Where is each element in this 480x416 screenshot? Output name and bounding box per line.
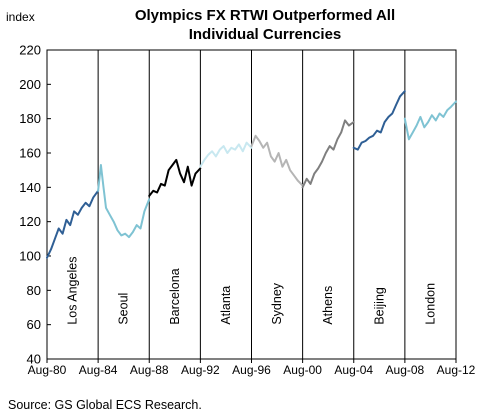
x-axis: Aug-80 Aug-84 Aug-88 Aug-92 Aug-96 Aug-00 Aug-…: [28, 359, 476, 377]
series-line: [97, 164, 151, 239]
y-tick-label: 100: [19, 249, 41, 264]
x-tick-label: Aug-92: [181, 363, 220, 377]
y-tick-label: 160: [19, 146, 41, 161]
x-tick-label: Aug-12: [437, 363, 476, 377]
x-tick-label: Aug-84: [79, 363, 118, 377]
y-tick-label: 200: [19, 77, 41, 92]
period-label: London: [423, 283, 437, 325]
x-tick-label: Aug-88: [130, 363, 169, 377]
series-line: [352, 90, 406, 151]
chart-title: Olympics FX RTWI Outperformed All Indivi…: [135, 7, 395, 43]
period-label: Barcelona: [168, 268, 182, 324]
x-tick-label: Aug-04: [334, 363, 373, 377]
y-tick-label: 120: [19, 214, 41, 229]
y-tick-label: 40: [27, 352, 41, 367]
series-line: [250, 134, 304, 187]
series-lines: [46, 90, 457, 259]
x-tick-label: Aug-08: [386, 363, 425, 377]
period-label: Atlanta: [219, 286, 233, 325]
period-label: Seoul: [117, 293, 131, 325]
chart-title-line-2: Individual Currencies: [189, 26, 342, 43]
series-line: [46, 189, 100, 259]
source-note: Source: GS Global ECS Research.: [8, 398, 202, 412]
x-tick-label: Aug-96: [232, 363, 271, 377]
y-tick-label: 60: [27, 317, 41, 332]
series-line: [301, 119, 355, 189]
series-line: [403, 100, 457, 141]
series-line: [199, 141, 253, 168]
y-axis-unit-label: index: [6, 10, 35, 24]
x-tick-label: Aug-80: [28, 363, 67, 377]
period-label: Beijing: [372, 287, 386, 325]
period-label: Athens: [321, 286, 335, 325]
y-axis: 40 60 80 100 120 140 160 180 200 220: [19, 43, 51, 367]
y-tick-label: 180: [19, 111, 41, 126]
y-tick-label: 80: [27, 283, 41, 298]
period-label: Los Angeles: [66, 257, 80, 325]
y-tick-label: 140: [19, 180, 41, 195]
period-labels: Los Angeles Seoul Barcelona Atlanta Sydney At…: [66, 257, 438, 325]
period-dividers: [97, 50, 406, 359]
y-tick-label: 220: [19, 43, 41, 58]
x-tick-label: Aug-00: [283, 363, 322, 377]
period-label: Sydney: [270, 282, 284, 324]
series-line: [148, 158, 202, 197]
chart-title-line-1: Olympics FX RTWI Outperformed All: [135, 7, 395, 24]
